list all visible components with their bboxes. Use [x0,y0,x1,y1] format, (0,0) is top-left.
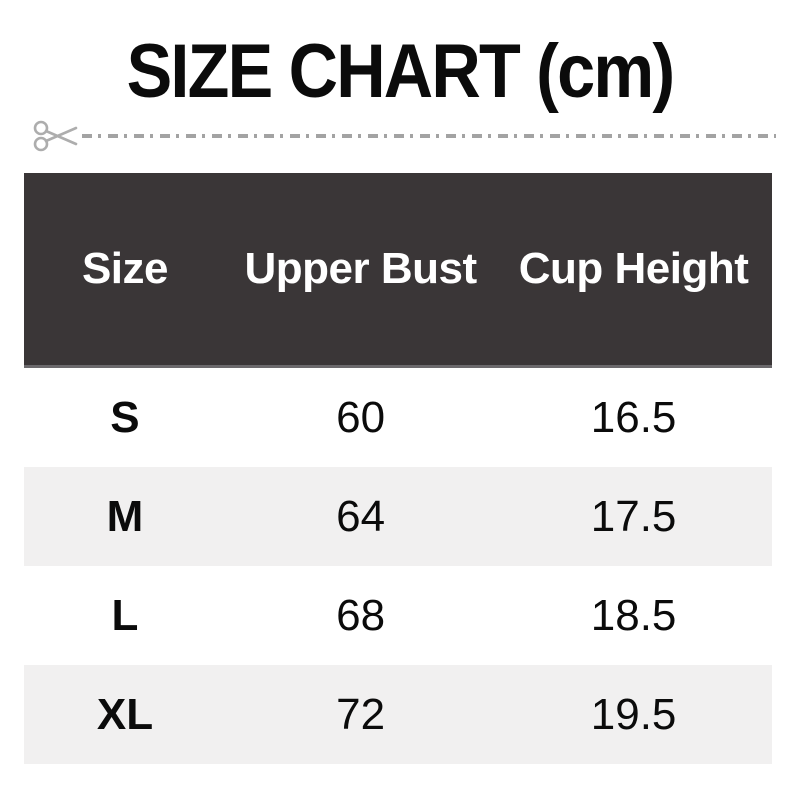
size-value: L [111,590,139,640]
column-header-cup-height: Cup Height [518,244,749,293]
column-header-upper-bust: Upper Bust [244,244,478,293]
table-row-m: M 64 17.5 [24,467,772,566]
size-value: M [106,491,144,541]
upper-bust-value: 64 [336,491,386,541]
upper-bust-value: 60 [336,392,386,442]
upper-bust-value: 72 [336,689,386,739]
page-title: SIZE CHART (cm) [126,29,676,114]
table-row-xl: XL 72 19.5 [24,665,772,764]
column-header-size: Size [81,244,169,293]
table-row-s: S 60 16.5 [24,368,772,467]
table-header: Size Upper Bust Cup Height [24,173,772,368]
size-value: S [110,392,140,442]
cup-height-value: 16.5 [590,392,677,442]
cup-height-value: 18.5 [590,590,677,640]
scissors-icon [33,120,78,152]
cup-height-value: 19.5 [590,689,677,739]
upper-bust-value: 68 [336,590,386,640]
table-row-l: L 68 18.5 [24,566,772,665]
size-table: Size Upper Bust Cup Height S 60 16.5 M 6… [24,173,772,764]
size-value: XL [96,689,154,739]
cut-line [32,117,776,155]
cup-height-value: 17.5 [590,491,677,541]
dashed-cut-line [82,134,776,138]
